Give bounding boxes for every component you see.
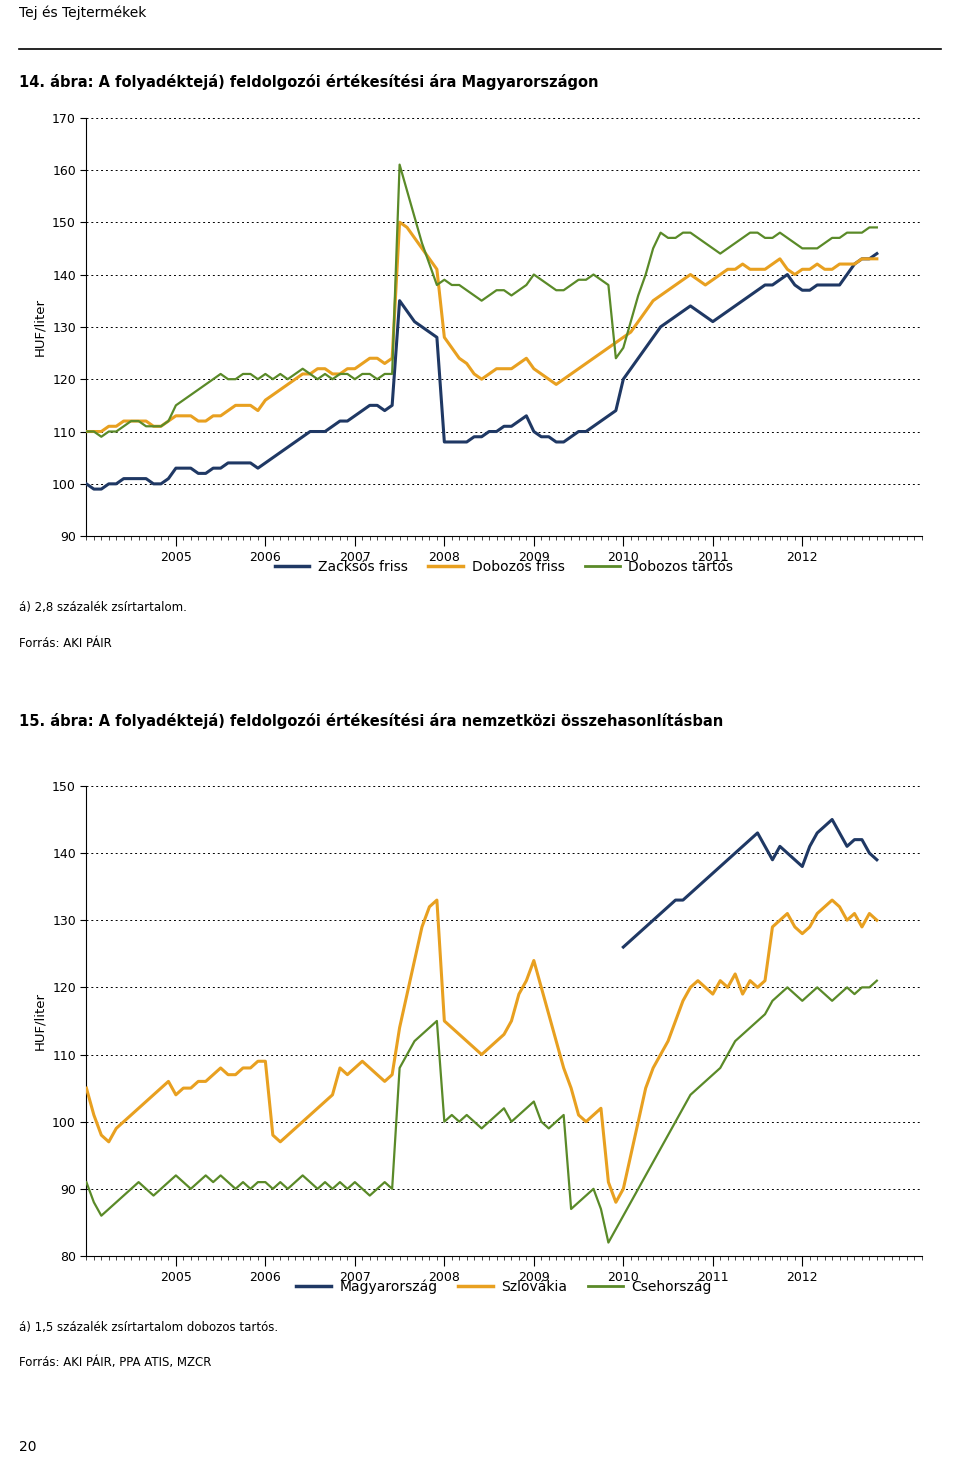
Text: 15. ábra: A folyadéktejá) feldolgozói értékesítési ára nemzetközi összehasonlítá: 15. ábra: A folyadéktejá) feldolgozói ér… xyxy=(19,714,724,729)
Text: 20: 20 xyxy=(19,1440,36,1454)
Legend: Magyarország, Szlovákia, Csehország: Magyarország, Szlovákia, Csehország xyxy=(291,1274,717,1300)
Text: Tej és Tejtermékek: Tej és Tejtermékek xyxy=(19,6,147,21)
Legend: Zacksós friss, Dobozos friss, Dobozos tartós: Zacksós friss, Dobozos friss, Dobozos ta… xyxy=(269,554,739,580)
Y-axis label: HUF/liter: HUF/liter xyxy=(34,992,46,1050)
Text: á) 1,5 százalék zsírtartalom dobozos tartós.: á) 1,5 százalék zsírtartalom dobozos tar… xyxy=(19,1321,278,1334)
Text: Forrás: AKI PÁIR, PPA ATIS, MZCR: Forrás: AKI PÁIR, PPA ATIS, MZCR xyxy=(19,1356,211,1369)
Y-axis label: HUF/liter: HUF/liter xyxy=(34,298,46,355)
Text: 14. ábra: A folyadéktejá) feldolgozói értékesítési ára Magyarországon: 14. ábra: A folyadéktejá) feldolgozói ér… xyxy=(19,75,599,90)
Text: á) 2,8 százalék zsírtartalom.: á) 2,8 százalék zsírtartalom. xyxy=(19,601,187,614)
Text: Forrás: AKI PÁIR: Forrás: AKI PÁIR xyxy=(19,636,112,649)
